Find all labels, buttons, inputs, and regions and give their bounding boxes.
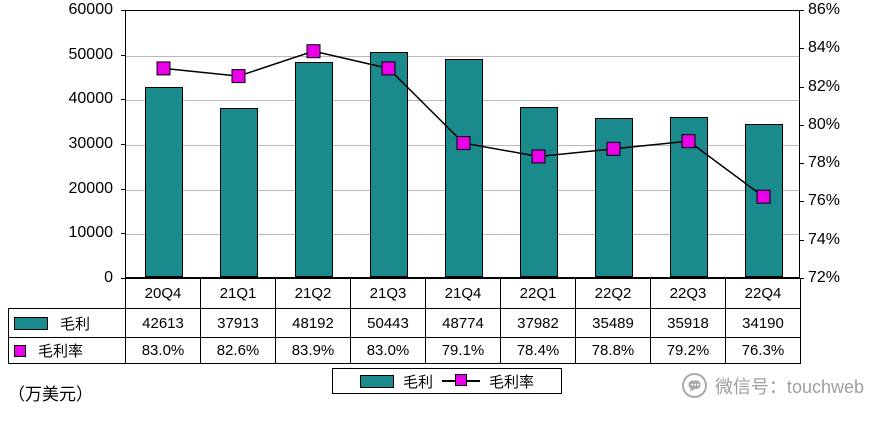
category-cell: 20Q4 [125,278,201,309]
category-cell: 21Q3 [350,278,426,309]
left-axis-label: 20000 [68,179,114,197]
value-cell: 35918 [650,308,726,338]
left-axis-tick [121,10,125,11]
value-cell: 83.0% [125,337,201,364]
bar-21Q4 [444,59,483,277]
value-cell: 35489 [575,308,651,338]
value-cell: 83.0% [350,337,426,364]
left-axis-tick [121,233,125,235]
value-cell: 78.8% [575,337,651,364]
left-axis-tick [121,188,125,190]
plot-area [125,10,800,278]
left-axis-label: 10000 [68,224,114,242]
legend-marker-square [455,374,467,386]
row-header: 毛利 [8,308,126,338]
bar-21Q1 [219,107,258,277]
bar-20Q4 [144,86,183,277]
right-axis-label: 74% [808,230,841,248]
value-cell: 83.9% [275,337,351,364]
right-axis-tick [800,201,804,203]
right-axis-label: 80% [808,115,841,133]
value-cell: 37913 [200,308,276,338]
value-cell: 79.2% [650,337,726,364]
value-cell: 37982 [500,308,576,338]
bar-legend-swatch [359,374,394,388]
category-cell: 22Q3 [650,278,726,309]
data-table: 20Q4 21Q1 21Q2 21Q3 21Q4 22Q1 22Q2 22Q3 22Q4 毛利 4… [8,278,801,364]
marker-legend-swatch [14,344,26,357]
right-axis-label: 82% [808,77,841,95]
row-header: 毛利率 [8,337,126,364]
row-header-label: 毛利率 [38,343,84,360]
unit-note: （万美元） [8,385,93,404]
category-cell: 22Q1 [500,278,576,309]
value-cell: 82.6% [200,337,276,364]
left-axis-label: 40000 [68,90,114,108]
value-cell: 42613 [125,308,201,338]
table-row: 毛利率 83.0% 82.6% 83.9% 83.0% 79.1% 78.4% 78.8% 79… [8,337,801,364]
left-axis-tick [121,144,125,145]
right-axis-tick [800,278,804,279]
left-axis-label: 30000 [68,135,114,152]
line-series [156,44,771,204]
left-axis-label: 60000 [68,1,114,18]
right-axis-tick [800,86,804,88]
category-cell: 21Q4 [425,278,501,309]
wechat-icon [681,373,707,398]
right-axis-label: 86% [808,1,841,18]
category-cell: 21Q2 [275,278,351,309]
right-axis-label: 78% [808,154,841,172]
category-cell: 22Q2 [575,278,651,309]
left-axis-tick [121,278,125,279]
right-axis-label: 76% [808,192,841,210]
watermark-text: 微信号：touchweb [714,376,864,397]
right-axis-tick [800,10,804,11]
value-cell: 48192 [275,308,351,338]
watermark: 微信号：touchweb [681,372,864,399]
right-axis-tick [800,48,804,50]
value-cell: 79.1% [425,337,501,364]
right-axis-tick [800,239,804,241]
table-row: 毛利 42613 37913 48192 50443 48774 37982 35489 359… [8,308,801,338]
left-axis-label: 50000 [68,45,114,63]
left-axis-tick [121,54,125,56]
left-axis-tick [121,99,125,101]
left-axis-label: 0 [104,269,113,286]
legend-label-line: 毛利率 [489,373,535,391]
category-cell: 21Q1 [200,278,276,309]
bar-legend-swatch [14,316,48,330]
category-row: 20Q4 21Q1 21Q2 21Q3 21Q4 22Q1 22Q2 22Q3 22Q4 [9,278,801,309]
bar-21Q3 [369,51,408,277]
right-axis-label: 72% [808,269,841,286]
bar-22Q1 [519,107,558,277]
chart-legend: 毛利 毛利率 [332,368,562,394]
right-axis-label: 84% [808,39,841,57]
category-cell: 22Q4 [725,278,801,309]
right-axis-tick [800,163,804,165]
value-cell: 50443 [350,308,426,338]
line-legend-swatch [442,374,480,388]
gridline [126,55,799,57]
bar-21Q2 [294,61,333,277]
row-header-label: 毛利 [60,315,91,333]
value-cell: 76.3% [725,337,801,364]
value-cell: 48774 [425,308,501,338]
right-axis-tick [800,124,804,126]
value-cell: 78.4% [500,337,576,364]
value-cell: 34190 [725,308,801,338]
legend-label-bar: 毛利 [402,373,433,391]
